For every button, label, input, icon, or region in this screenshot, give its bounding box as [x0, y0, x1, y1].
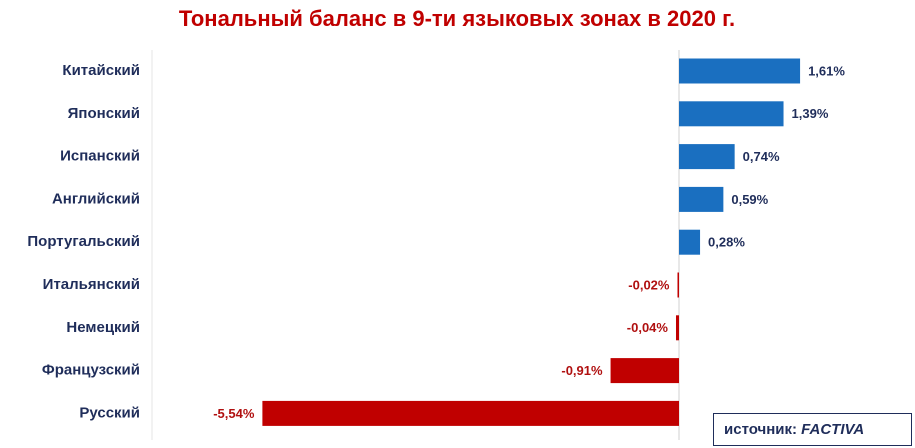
bar [679, 186, 724, 212]
category-label: Японский [68, 105, 140, 122]
category-label: Итальянский [43, 276, 140, 293]
source-box [713, 413, 912, 446]
value-label: 0,74% [743, 149, 780, 164]
bar [675, 315, 679, 341]
category-label: Португальский [27, 233, 140, 250]
value-label: -5,54% [213, 406, 255, 421]
category-label: Французский [42, 362, 140, 379]
category-label: Английский [52, 190, 140, 207]
value-label: 1,61% [808, 63, 845, 78]
bar [679, 101, 784, 127]
bar [679, 229, 701, 255]
bar [679, 144, 735, 170]
value-label: -0,02% [628, 277, 670, 292]
value-label: 0,28% [708, 235, 745, 250]
chart-title: Тональный баланс в 9-ти языковых зонах в… [179, 6, 735, 31]
bar [677, 272, 679, 298]
category-label: Немецкий [66, 319, 140, 336]
source-name: FACTIVA [801, 421, 864, 438]
category-label: Русский [79, 404, 140, 421]
value-label: -0,91% [561, 363, 603, 378]
category-label: Испанский [60, 148, 140, 165]
bar [610, 358, 679, 384]
value-label: 1,39% [792, 106, 829, 121]
value-label: -0,04% [627, 320, 669, 335]
source-text: источник: FACTIVA [724, 421, 864, 438]
category-label: Китайский [62, 62, 140, 79]
value-label: 0,59% [731, 192, 768, 207]
source-label: источник: [724, 421, 797, 438]
bar [679, 58, 801, 84]
bar [262, 400, 679, 426]
